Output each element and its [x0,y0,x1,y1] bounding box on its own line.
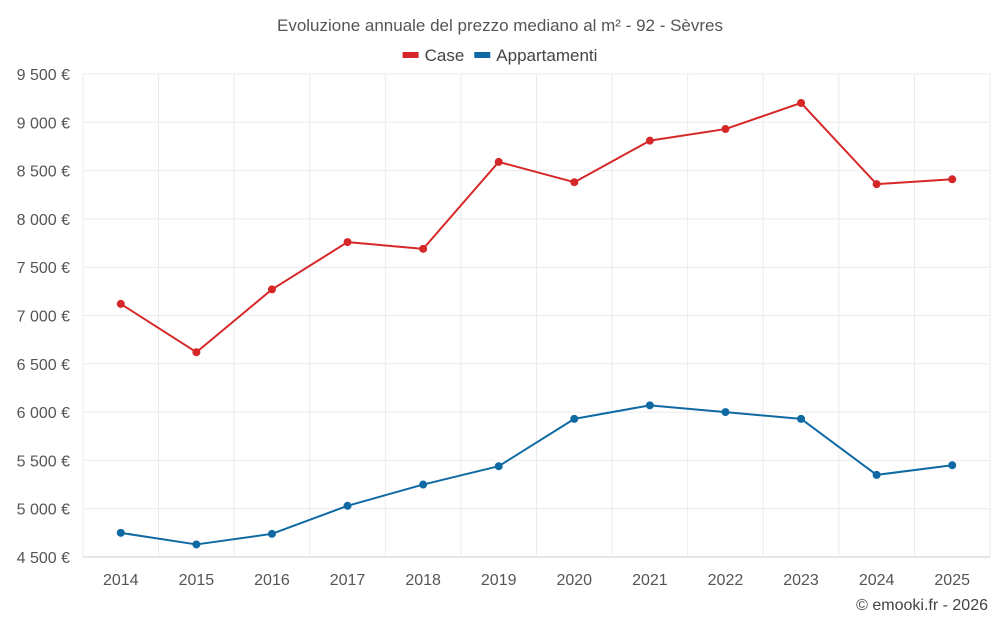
x-tick-label: 2024 [859,572,895,589]
data-point-appartamenti[interactable] [494,462,503,471]
legend-item-appartamenti[interactable]: Appartamenti [474,46,597,65]
data-point-case[interactable] [872,180,881,189]
series-line-appartamenti [120,404,953,546]
legend-label: Appartamenti [496,46,597,65]
data-point-appartamenti[interactable] [192,540,201,549]
x-tick-label: 2023 [783,572,819,589]
y-tick-label: 6 500 € [17,357,70,374]
x-tick-label: 2020 [556,572,592,589]
y-tick-label: 6 000 € [17,405,70,422]
legend-swatch [474,52,491,58]
data-point-case[interactable] [343,238,352,247]
y-tick-label: 8 000 € [17,212,70,229]
y-tick-label: 7 500 € [17,260,70,277]
data-point-appartamenti[interactable] [872,470,881,479]
x-tick-label: 2018 [405,572,441,589]
x-axis: 2014 2015 2016 2017 2018 2019 2020 2021 2022 2023… [103,572,970,589]
y-tick-label: 9 000 € [17,115,70,132]
data-point-appartamenti[interactable] [948,461,957,470]
data-point-appartamenti[interactable] [267,529,276,538]
data-point-case[interactable] [494,157,503,166]
y-tick-label: 4 500 € [17,550,70,567]
x-tick-label: 2016 [254,572,290,589]
data-point-case[interactable] [721,125,730,134]
x-tick-label: 2022 [708,572,744,589]
data-point-case[interactable] [267,285,276,294]
x-tick-label: 2019 [481,572,517,589]
x-tick-label: 2014 [103,572,139,589]
data-point-case[interactable] [419,244,428,253]
data-point-case[interactable] [192,348,201,357]
data-point-case[interactable] [116,299,125,308]
data-point-appartamenti[interactable] [645,401,654,410]
credit-text: © emooki.fr - 2026 [856,597,988,614]
series-layer [116,98,957,549]
x-tick-label: 2025 [934,572,970,589]
data-point-appartamenti[interactable] [419,480,428,489]
y-tick-label: 5 500 € [17,453,70,470]
data-point-appartamenti[interactable] [116,528,125,537]
legend-swatch [402,52,419,58]
legend-label: Case [425,46,465,65]
data-point-case[interactable] [948,175,957,184]
data-point-case[interactable] [797,98,806,107]
x-tick-label: 2021 [632,572,668,589]
grid [82,73,991,558]
y-tick-label: 7 000 € [17,309,70,326]
y-tick-label: 8 500 € [17,164,70,181]
data-point-appartamenti[interactable] [797,414,806,423]
data-point-case[interactable] [645,136,654,145]
legend[interactable]: Case Appartamenti [402,46,598,65]
data-point-case[interactable] [570,178,579,187]
x-tick-label: 2017 [330,572,366,589]
x-tick-label: 2015 [179,572,215,589]
series-line-case [120,101,953,354]
data-point-appartamenti[interactable] [343,501,352,510]
y-axis: 4 500 € 5 000 € 5 500 € 6 000 € 6 500 € 7 000… [17,67,70,567]
data-point-appartamenti[interactable] [721,408,730,417]
data-point-appartamenti[interactable] [570,414,579,423]
y-tick-label: 9 500 € [17,67,70,84]
y-tick-label: 5 000 € [17,502,70,519]
chart-title: Evoluzione annuale del prezzo mediano al… [277,16,723,35]
legend-item-case[interactable]: Case [402,46,465,65]
